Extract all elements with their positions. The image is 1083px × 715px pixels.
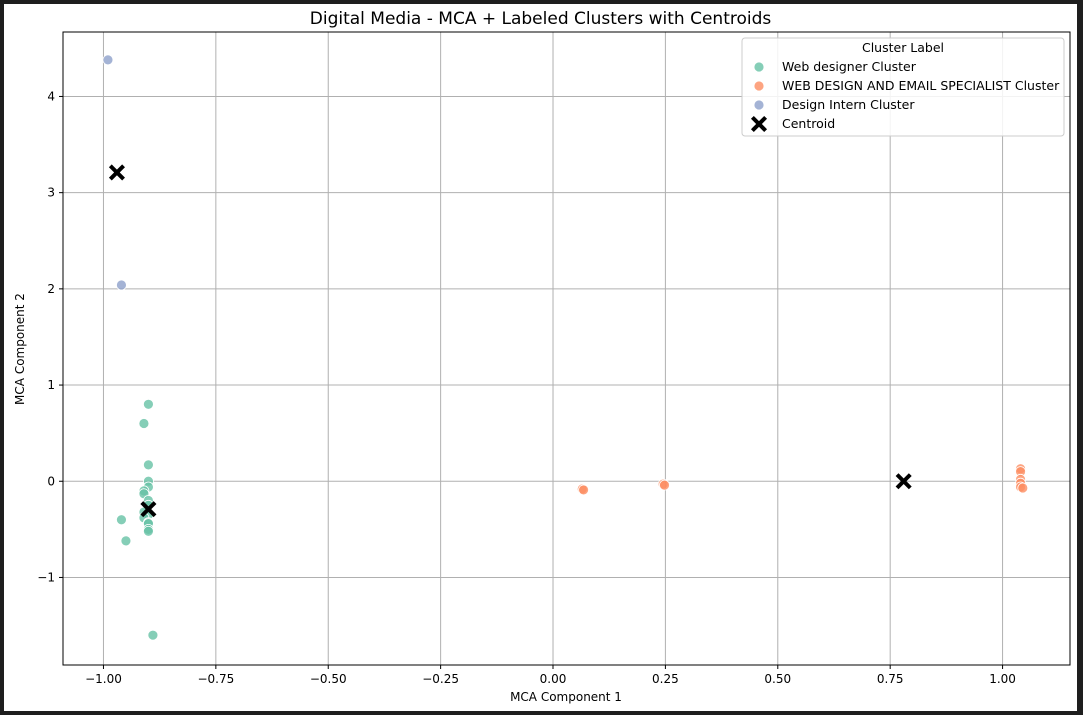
x-tick-label: −0.75 — [197, 672, 234, 686]
legend: Cluster Label Web designer Cluster WEB DE… — [741, 37, 1065, 137]
point-web-design-and-email-specialist-cluster — [659, 479, 670, 491]
legend-label-web-designer-cluster: Web designer Cluster — [782, 59, 917, 74]
point-web-designer-cluster — [138, 418, 150, 429]
point-design-intern-cluster — [116, 279, 127, 291]
legend-label-design-intern-cluster: Design Intern Cluster — [782, 97, 915, 112]
point-web-designer-cluster — [116, 514, 127, 526]
centroid-marker — [895, 473, 912, 490]
point-web-design-and-email-specialist-cluster — [578, 484, 589, 496]
data-points — [102, 54, 1029, 641]
point-web-designer-cluster — [143, 398, 154, 410]
x-tick-label: −1.00 — [85, 672, 122, 686]
x-tick-label: −0.25 — [422, 672, 459, 686]
x-tick-label: 0.00 — [540, 672, 567, 686]
centroid-marker — [108, 164, 125, 181]
point-web-design-and-email-specialist-cluster — [1017, 482, 1029, 494]
legend-title: Cluster Label — [862, 40, 944, 55]
grid-lines — [63, 32, 1070, 665]
x-axis-label: MCA Component 1 — [510, 690, 622, 704]
y-tick-label: −1 — [37, 570, 55, 584]
y-tick-label: 1 — [47, 378, 55, 392]
x-tick-label: 0.75 — [877, 672, 904, 686]
y-tick-label: 4 — [47, 89, 55, 103]
y-axis-label: MCA Component 2 — [13, 293, 27, 405]
y-tick-label: 3 — [47, 186, 55, 200]
x-tick-label: 0.50 — [764, 672, 791, 686]
legend-box — [741, 37, 1065, 137]
point-design-intern-cluster — [102, 54, 114, 66]
legend-label-centroid: Centroid — [782, 116, 835, 131]
legend-marker-web-designer-cluster — [753, 61, 765, 73]
plot-area-frame — [62, 31, 1071, 666]
point-web-designer-cluster — [120, 535, 132, 547]
legend-label-web-design-and-email-specialist-cluster: WEB DESIGN AND EMAIL SPECIALIST Cluster — [782, 78, 1060, 93]
centroid-marker — [140, 501, 157, 518]
legend-items: Web designer Cluster WEB DESIGN AND EMAIL… — [750, 59, 1060, 133]
point-web-designer-cluster — [143, 525, 154, 537]
y-tick-label: 2 — [47, 282, 55, 296]
y-axis-ticks: −1 0 1 2 3 4 — [37, 89, 63, 584]
x-axis-ticks: −1.00 −0.75 −0.50 −0.25 0.00 0.25 0.50 0.75 1.00 — [85, 665, 1016, 686]
legend-marker-design-intern-cluster — [753, 99, 765, 111]
x-tick-label: 0.25 — [652, 672, 679, 686]
scatter-chart: Digital Media - MCA + Labeled Clusters w… — [13, 9, 1071, 704]
point-web-designer-cluster — [147, 629, 159, 641]
chart-title: Digital Media - MCA + Labeled Clusters w… — [310, 9, 772, 29]
legend-marker-centroid — [750, 115, 768, 133]
y-tick-label: 0 — [47, 474, 55, 488]
figure-canvas: Digital Media - MCA + Labeled Clusters w… — [4, 4, 1077, 711]
legend-marker-web-design-and-email-specialist-cluster — [753, 80, 765, 92]
x-tick-label: 1.00 — [989, 672, 1016, 686]
point-web-designer-cluster — [143, 459, 154, 471]
x-tick-label: −0.50 — [310, 672, 347, 686]
